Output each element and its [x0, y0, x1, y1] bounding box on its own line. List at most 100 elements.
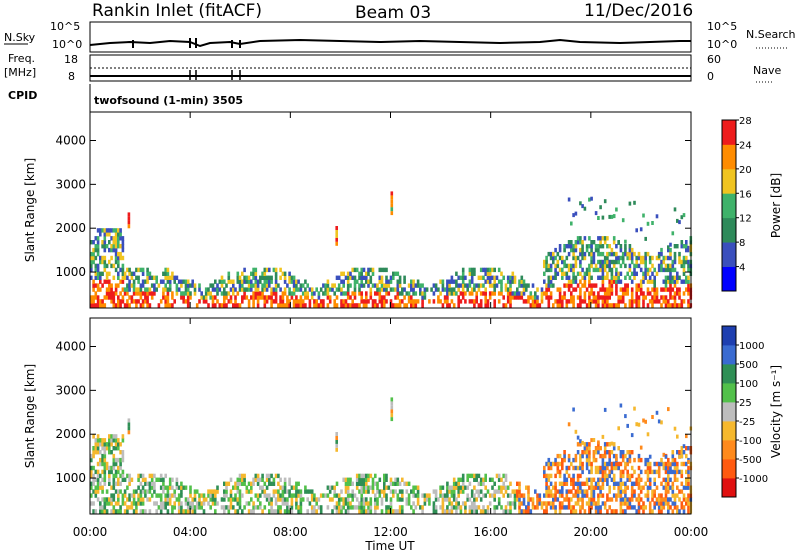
echo-cell [561, 493, 564, 498]
echo-cell [633, 271, 636, 276]
echo-cell [468, 509, 472, 514]
echo-cell [574, 211, 578, 216]
echo-cell [112, 465, 116, 471]
echo-cell [220, 283, 224, 288]
echo-cell [146, 481, 149, 486]
echo-cell [313, 303, 316, 308]
echo-cell [667, 279, 670, 284]
echo-cell [322, 493, 325, 498]
echo-cell [612, 481, 616, 486]
echo-cell [455, 509, 458, 514]
echo-cell [561, 303, 564, 308]
echo-cell [617, 461, 620, 467]
echo-cell [103, 481, 107, 486]
echo-cell [673, 461, 677, 467]
echo-cell [324, 287, 327, 292]
echo-cell [310, 505, 314, 510]
echo-cell [407, 299, 411, 304]
echo-cell [549, 461, 553, 467]
echo-cell [218, 279, 222, 284]
echo-cell [416, 497, 420, 502]
echo-cell [360, 473, 363, 479]
echo-cell [94, 303, 98, 308]
echo-cell [288, 509, 291, 514]
echo-cell [117, 236, 120, 241]
echo-cell [676, 279, 679, 284]
echo-cell [92, 453, 95, 459]
echo-cell [105, 442, 109, 447]
echo-cell [646, 432, 650, 437]
echo-cell [504, 473, 508, 479]
echo-cell [128, 303, 131, 308]
echo-cell [162, 271, 165, 276]
echo-cell [232, 291, 235, 296]
echo-cell [250, 509, 253, 514]
echo-cell [119, 255, 122, 261]
echo-cell [371, 271, 375, 276]
echo-cell [441, 283, 445, 288]
echo-cell [362, 267, 366, 273]
echo-cell [108, 279, 111, 284]
echo-cell [637, 283, 641, 288]
echo-cell [579, 461, 582, 467]
echo-cell [637, 457, 641, 463]
echo-cell [132, 283, 136, 288]
echo-cell [394, 303, 397, 308]
echo-cell [283, 279, 287, 284]
echo-cell [610, 497, 614, 502]
echo-cell [671, 287, 675, 292]
echo-cell [328, 299, 332, 304]
echo-cell [175, 287, 179, 292]
echo-cell [671, 453, 675, 459]
echo-cell [547, 485, 551, 490]
echo-cell [601, 461, 605, 467]
echo-cell [655, 299, 659, 304]
echo-cell [619, 489, 623, 494]
echo-cell [547, 461, 551, 467]
echo-cell [563, 283, 566, 288]
echo-cell [549, 291, 553, 296]
echo-cell [340, 291, 343, 296]
echo-cell [493, 303, 496, 308]
echo-cell [473, 477, 476, 482]
echo-cell [119, 299, 122, 304]
echo-cell [599, 259, 602, 265]
echo-cell [610, 469, 614, 475]
echo-cell [326, 485, 330, 490]
echo-cell [518, 485, 521, 490]
echo-cell [601, 485, 605, 490]
echo-cell [380, 267, 384, 273]
echo-cell [96, 485, 100, 490]
echo-cell [342, 299, 345, 304]
echo-cell [155, 275, 158, 280]
echo-cell [238, 275, 242, 280]
echo-cell [497, 497, 501, 502]
echo-cell [90, 465, 93, 471]
echo-cell [243, 473, 246, 479]
echo-cell [450, 501, 454, 506]
echo-cell [189, 501, 192, 506]
echo-cell [592, 251, 596, 257]
echo-cell [561, 481, 564, 486]
echo-cell [198, 287, 201, 292]
echo-cell [599, 205, 602, 210]
echo-cell [603, 299, 607, 304]
echo-cell [94, 493, 98, 498]
echo-cell [290, 505, 294, 510]
echo-cell [615, 279, 618, 284]
echo-cell [247, 501, 251, 506]
echo-cell [177, 279, 181, 284]
echo-cell [628, 477, 632, 482]
echo-cell [128, 481, 131, 486]
echo-cell [599, 267, 602, 273]
echo-cell [137, 275, 140, 280]
echo-cell [473, 287, 476, 292]
echo-cell [536, 501, 539, 506]
echo-cell [209, 291, 212, 296]
echo-cell [225, 485, 228, 490]
echo-cell [398, 481, 402, 486]
echo-cell [390, 199, 394, 204]
echo-cell [313, 493, 316, 498]
echo-cell [360, 481, 363, 486]
echo-cell [626, 505, 629, 510]
